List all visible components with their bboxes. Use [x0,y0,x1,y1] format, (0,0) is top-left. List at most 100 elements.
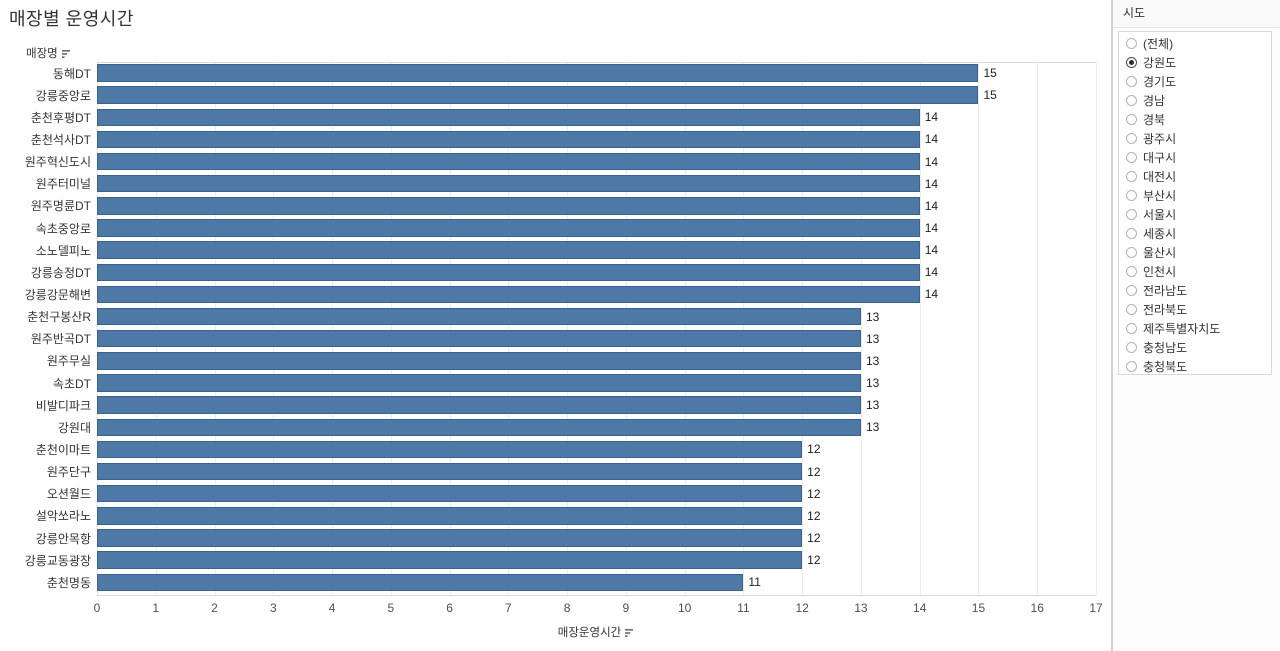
category-label[interactable]: 강릉강문해변 [24,287,91,302]
category-label[interactable]: 강릉안목항 [35,531,91,546]
radio-selected-icon[interactable] [1126,57,1137,68]
bar[interactable] [97,396,861,414]
category-label[interactable]: 원주명륜DT [30,199,91,214]
bar[interactable] [97,374,861,392]
radio-option[interactable]: 전라남도 [1119,281,1271,300]
radio-option-label[interactable]: 전라북도 [1143,303,1188,317]
bar[interactable] [97,507,803,525]
bar[interactable] [97,484,803,503]
radio-option-label[interactable]: 인천시 [1143,265,1177,279]
radio-option-label[interactable]: (전체) [1143,37,1174,51]
category-label[interactable]: 비발디파크 [35,398,91,413]
bar[interactable] [97,263,920,281]
x-axis-title[interactable]: 매장운영시간 [97,624,1096,640]
category-label[interactable]: 원주단구 [46,465,91,480]
bar[interactable] [97,219,920,237]
radio-icon[interactable] [1126,171,1137,182]
radio-icon[interactable] [1126,152,1137,163]
radio-option[interactable]: 대구시 [1119,148,1271,167]
radio-option[interactable]: 강원도 [1119,53,1271,72]
category-label[interactable]: 춘천명동 [46,575,91,590]
radio-option[interactable]: 부산시 [1119,186,1271,205]
category-label[interactable]: 춘천구봉산R [27,310,91,325]
radio-icon[interactable] [1126,323,1137,334]
category-label[interactable]: 춘천이마트 [35,442,91,457]
radio-option-label[interactable]: 서울시 [1143,208,1177,222]
radio-option-label[interactable]: 대전시 [1143,170,1177,184]
radio-icon[interactable] [1126,285,1137,296]
radio-option-label[interactable]: 전라남도 [1143,284,1188,298]
bar[interactable] [97,152,920,171]
radio-icon[interactable] [1126,266,1137,277]
radio-icon[interactable] [1126,38,1137,49]
bar[interactable] [97,462,803,481]
bar[interactable] [97,241,920,259]
bar[interactable] [97,130,920,149]
radio-option[interactable]: 충청북도 [1119,357,1271,374]
category-label[interactable]: 원주혁신도시 [24,155,91,170]
bar[interactable] [97,418,861,436]
radio-option[interactable]: 세종시 [1119,224,1271,243]
sort-descending-icon[interactable] [625,628,635,637]
radio-icon[interactable] [1126,76,1137,87]
radio-option-label[interactable]: 경기도 [1143,75,1177,89]
bar[interactable] [97,86,979,104]
bar[interactable] [97,529,803,547]
category-label[interactable]: 춘천석사DT [30,132,91,147]
radio-option-label[interactable]: 제주특별자치도 [1143,322,1221,336]
category-label[interactable]: 강릉중앙로 [35,88,91,103]
radio-option[interactable]: 광주시 [1119,129,1271,148]
radio-option[interactable]: 경남 [1119,91,1271,110]
radio-option-label[interactable]: 경북 [1143,113,1166,127]
category-label[interactable]: 강릉송정DT [30,265,91,280]
radio-option-label[interactable]: 강원도 [1143,56,1177,70]
radio-icon[interactable] [1126,114,1137,125]
bar[interactable] [97,551,803,569]
radio-icon[interactable] [1126,209,1137,220]
bar[interactable] [97,440,803,459]
radio-icon[interactable] [1126,361,1137,372]
category-label[interactable]: 원주터미널 [35,177,91,192]
radio-icon[interactable] [1126,228,1137,239]
radio-option[interactable]: (전체) [1119,34,1271,53]
row-field-header[interactable]: 매장명 [26,46,72,60]
radio-option[interactable]: 경북 [1119,110,1271,129]
bar[interactable] [97,197,920,215]
radio-icon[interactable] [1126,95,1137,106]
radio-icon[interactable] [1126,133,1137,144]
radio-option-label[interactable]: 충청남도 [1143,341,1188,355]
category-label[interactable]: 춘천후평DT [30,110,91,125]
radio-option-label[interactable]: 세종시 [1143,227,1177,241]
radio-option-label[interactable]: 충청북도 [1143,360,1188,374]
radio-icon[interactable] [1126,190,1137,201]
radio-icon[interactable] [1126,304,1137,315]
category-label[interactable]: 오션월드 [46,487,91,502]
bar[interactable] [97,573,744,591]
radio-option-label[interactable]: 부산시 [1143,189,1177,203]
category-label[interactable]: 속초중앙로 [35,221,91,236]
bar[interactable] [97,108,920,126]
radio-option[interactable]: 서울시 [1119,205,1271,224]
category-label[interactable]: 강원대 [57,420,91,435]
radio-option[interactable]: 대전시 [1119,167,1271,186]
radio-option[interactable]: 울산시 [1119,243,1271,262]
category-label[interactable]: 강릉교동광장 [24,553,91,568]
bar[interactable] [97,64,979,82]
category-label[interactable]: 동해DT [52,66,91,81]
radio-option-label[interactable]: 경남 [1143,94,1166,108]
radio-option[interactable]: 경기도 [1119,72,1271,91]
bar[interactable] [97,352,861,370]
category-label[interactable]: 소노델피노 [35,243,91,258]
sort-descending-icon[interactable] [61,49,72,58]
radio-option[interactable]: 인천시 [1119,262,1271,281]
radio-option[interactable]: 제주특별자치도 [1119,319,1271,338]
category-label[interactable]: 원주무실 [46,354,91,369]
radio-icon[interactable] [1126,342,1137,353]
radio-option-label[interactable]: 울산시 [1143,246,1177,260]
bar[interactable] [97,285,920,304]
radio-icon[interactable] [1126,247,1137,258]
radio-option[interactable]: 충청남도 [1119,338,1271,357]
category-label[interactable]: 설악쏘라노 [35,509,91,524]
bar[interactable] [97,175,920,193]
radio-option-label[interactable]: 광주시 [1143,132,1177,146]
